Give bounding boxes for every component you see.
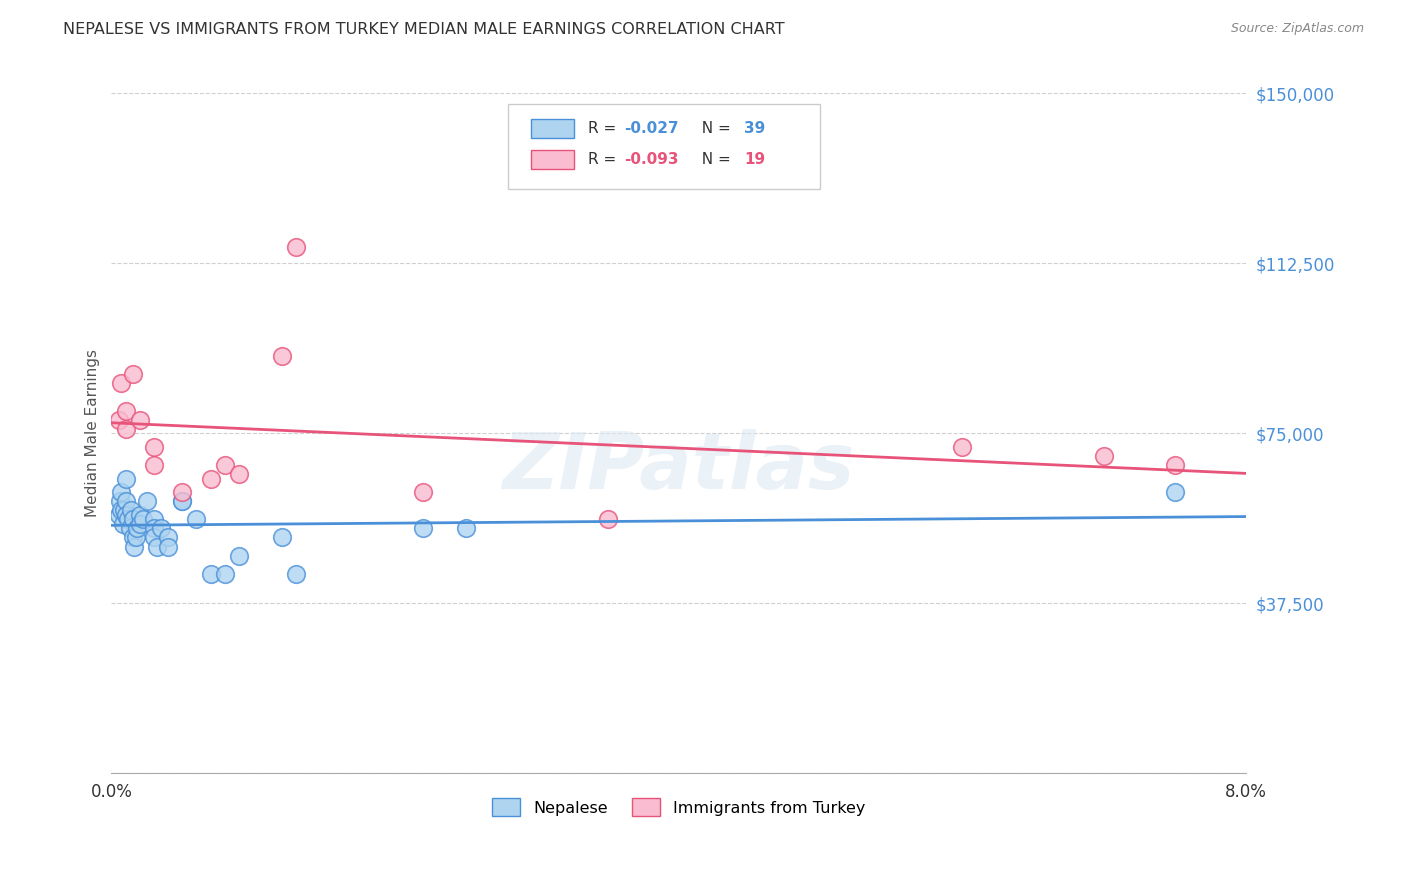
Text: N =: N = xyxy=(692,153,735,168)
Point xyxy=(125,521,148,535)
Point xyxy=(284,240,307,254)
Point xyxy=(270,531,292,545)
Point xyxy=(114,471,136,485)
Point xyxy=(142,440,165,454)
Legend: Nepalese, Immigrants from Turkey: Nepalese, Immigrants from Turkey xyxy=(485,791,872,823)
Text: R =: R = xyxy=(588,121,621,136)
Point xyxy=(135,494,157,508)
Point xyxy=(172,494,194,508)
Point xyxy=(1092,449,1115,463)
Point xyxy=(128,412,150,426)
Bar xyxy=(531,151,574,169)
Text: 19: 19 xyxy=(744,153,765,168)
Point xyxy=(128,508,150,522)
Point xyxy=(128,516,150,531)
Point xyxy=(121,512,143,526)
Point xyxy=(270,349,292,363)
Text: ZIPatlas: ZIPatlas xyxy=(502,429,855,505)
Point xyxy=(228,467,250,481)
Text: -0.093: -0.093 xyxy=(624,153,679,168)
Point xyxy=(124,531,146,545)
Point xyxy=(172,485,194,500)
Point xyxy=(412,485,434,500)
Text: -0.027: -0.027 xyxy=(624,121,679,136)
Point xyxy=(110,485,132,500)
Point xyxy=(228,549,250,563)
Bar xyxy=(531,120,574,138)
Point xyxy=(214,458,236,472)
Point xyxy=(157,531,180,545)
Text: NEPALESE VS IMMIGRANTS FROM TURKEY MEDIAN MALE EARNINGS CORRELATION CHART: NEPALESE VS IMMIGRANTS FROM TURKEY MEDIA… xyxy=(63,22,785,37)
Point xyxy=(112,503,135,517)
Point xyxy=(114,508,136,522)
Point xyxy=(122,540,145,554)
Text: 39: 39 xyxy=(744,121,766,136)
Point xyxy=(142,531,165,545)
Point xyxy=(131,512,153,526)
Point xyxy=(142,521,165,535)
Point xyxy=(146,540,169,554)
Point xyxy=(284,566,307,581)
Point xyxy=(114,494,136,508)
Point xyxy=(950,440,973,454)
Point xyxy=(142,458,165,472)
Point xyxy=(120,503,142,517)
Point xyxy=(214,566,236,581)
Point xyxy=(454,521,477,535)
Point xyxy=(157,540,180,554)
Point xyxy=(107,412,129,426)
Point xyxy=(114,403,136,417)
Point xyxy=(117,512,139,526)
Point xyxy=(186,512,208,526)
Point xyxy=(121,368,143,382)
Point xyxy=(108,494,131,508)
Point xyxy=(110,376,132,391)
Point xyxy=(111,516,134,531)
Point xyxy=(107,508,129,522)
Point xyxy=(1164,485,1187,500)
Text: Source: ZipAtlas.com: Source: ZipAtlas.com xyxy=(1230,22,1364,36)
Point xyxy=(150,521,173,535)
Point xyxy=(200,471,222,485)
Point xyxy=(1164,458,1187,472)
Text: N =: N = xyxy=(692,121,735,136)
Point xyxy=(114,422,136,436)
Point xyxy=(121,531,143,545)
Point xyxy=(118,521,141,535)
Y-axis label: Median Male Earnings: Median Male Earnings xyxy=(86,350,100,517)
Text: R =: R = xyxy=(588,153,621,168)
Point xyxy=(412,521,434,535)
Point xyxy=(110,503,132,517)
FancyBboxPatch shape xyxy=(509,103,820,188)
Point xyxy=(596,512,619,526)
Point xyxy=(172,494,194,508)
Point xyxy=(142,512,165,526)
Point xyxy=(200,566,222,581)
